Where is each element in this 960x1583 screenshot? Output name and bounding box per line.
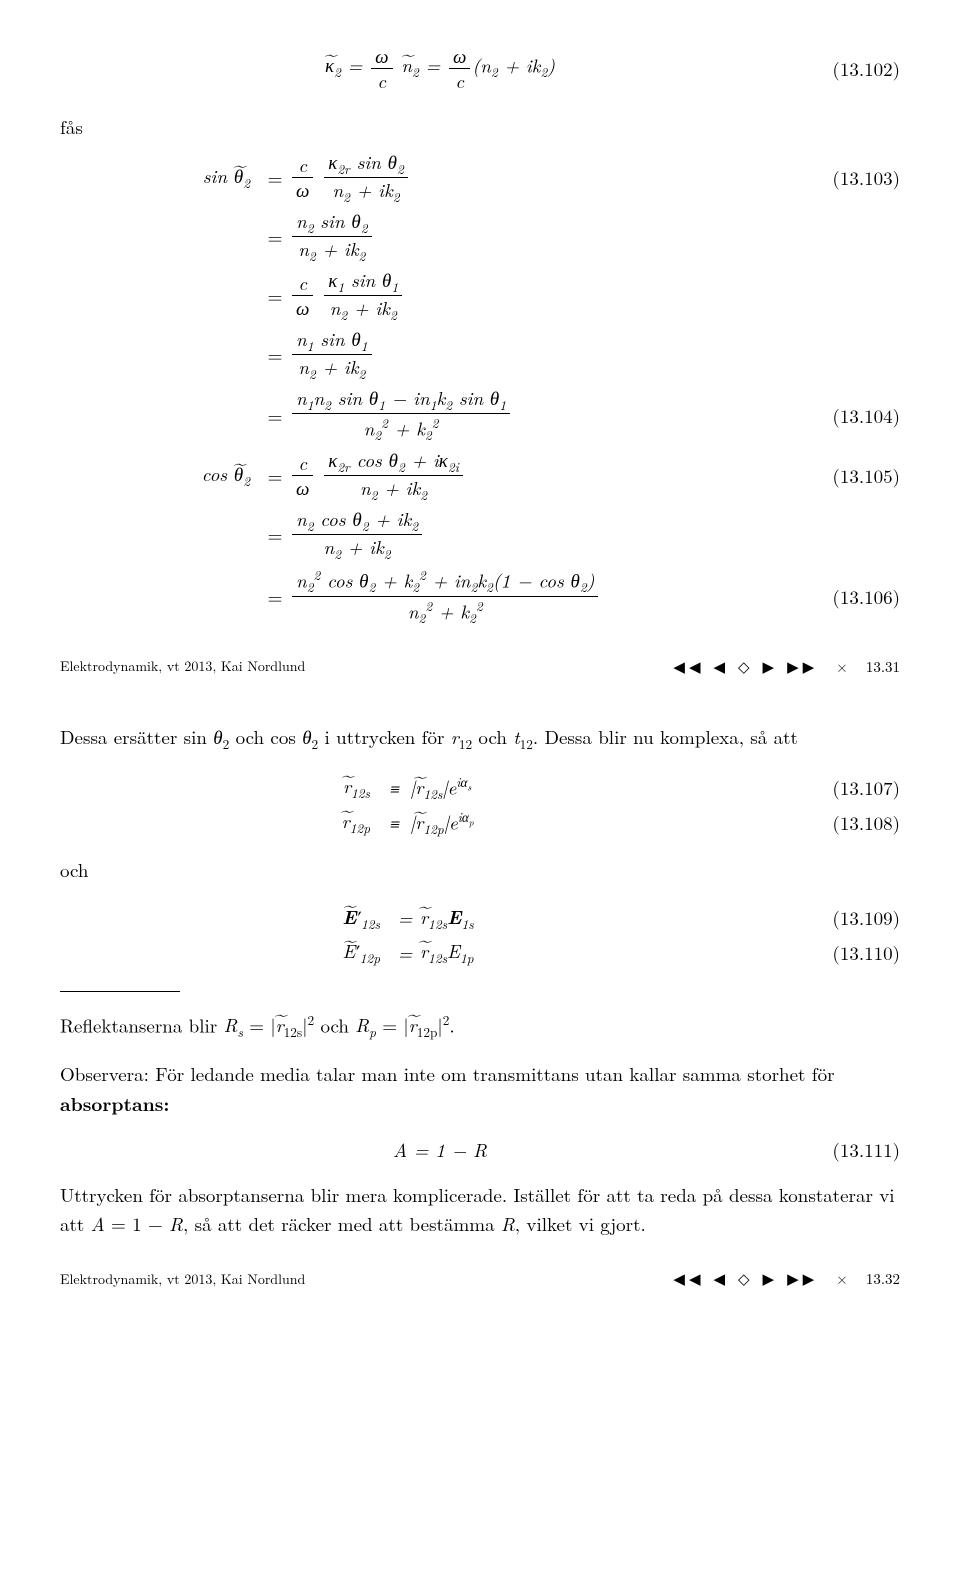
equation-block-3: E′12s = r12sE1s (13.109) E′12p = r12sE1p…: [60, 902, 900, 967]
eqnum-13-105: (13.105): [820, 462, 900, 489]
page: κ2 = ωc n2 = ωc(n2 + ik2) (13.102) fås s…: [0, 0, 960, 1329]
eqnum-13-110: (13.110): [820, 939, 900, 966]
eqnum-13-106: (13.106): [820, 583, 900, 610]
equation-13-111: A = 1 − R (13.111): [60, 1136, 900, 1163]
observera-text: Observera: För ledande media talar man i…: [60, 1060, 835, 1087]
footer-left: Elektrodynamik, vt 2013, Kai Nordlund: [60, 656, 305, 676]
equation-block-2: r12s ≡ |r12s|eiαs (13.107) r12p ≡ |r12p|…: [60, 772, 900, 838]
close-icon[interactable]: ×: [836, 656, 848, 677]
absorptans-label: absorptans:: [60, 1089, 169, 1117]
nav-controls-2[interactable]: ◀◀ ◀ ◇ ▶ ▶▶: [673, 1268, 818, 1289]
eqnum-13-102: (13.102): [820, 55, 900, 82]
eqnum-13-104: (13.104): [820, 402, 900, 429]
eqnum-13-108: (13.108): [820, 809, 900, 836]
text-och: och: [60, 856, 900, 885]
page-number: 13.31: [866, 656, 900, 677]
nav-controls[interactable]: ◀◀ ◀ ◇ ▶ ▶▶: [673, 656, 818, 677]
footer-2: Elektrodynamik, vt 2013, Kai Nordlund ◀◀…: [60, 1268, 900, 1289]
eqnum-13-111: (13.111): [820, 1136, 900, 1163]
eqnum-13-109: (13.109): [820, 904, 900, 931]
eqnum-13-103: (13.103): [820, 164, 900, 191]
footer-left-2: Elektrodynamik, vt 2013, Kai Nordlund: [60, 1269, 305, 1289]
divider: [60, 991, 180, 992]
paragraph-observera: Observera: För ledande media talar man i…: [60, 1060, 900, 1118]
equation-block-1: sin θ2 = cω κ2r sin θ2n2 + ik2 (13.103) …: [60, 150, 900, 626]
paragraph-uttrycken: Uttrycken för absorptanserna blir mera k…: [60, 1181, 900, 1238]
paragraph-reflekt: Reflektanserna blir Rs = |r12s|2 och Rp …: [60, 1010, 900, 1042]
equation-13-102: κ2 = ωc n2 = ωc(n2 + ik2) (13.102): [60, 44, 900, 93]
footer-1: Elektrodynamik, vt 2013, Kai Nordlund ◀◀…: [60, 656, 900, 677]
text-fas: fås: [60, 113, 900, 140]
eqnum-13-107: (13.107): [820, 774, 900, 801]
close-icon-2[interactable]: ×: [836, 1268, 848, 1289]
page-number-2: 13.32: [866, 1268, 900, 1289]
paragraph-dessa: Dessa ersätter sin θ2 och cos θ2 i uttry…: [60, 723, 900, 754]
